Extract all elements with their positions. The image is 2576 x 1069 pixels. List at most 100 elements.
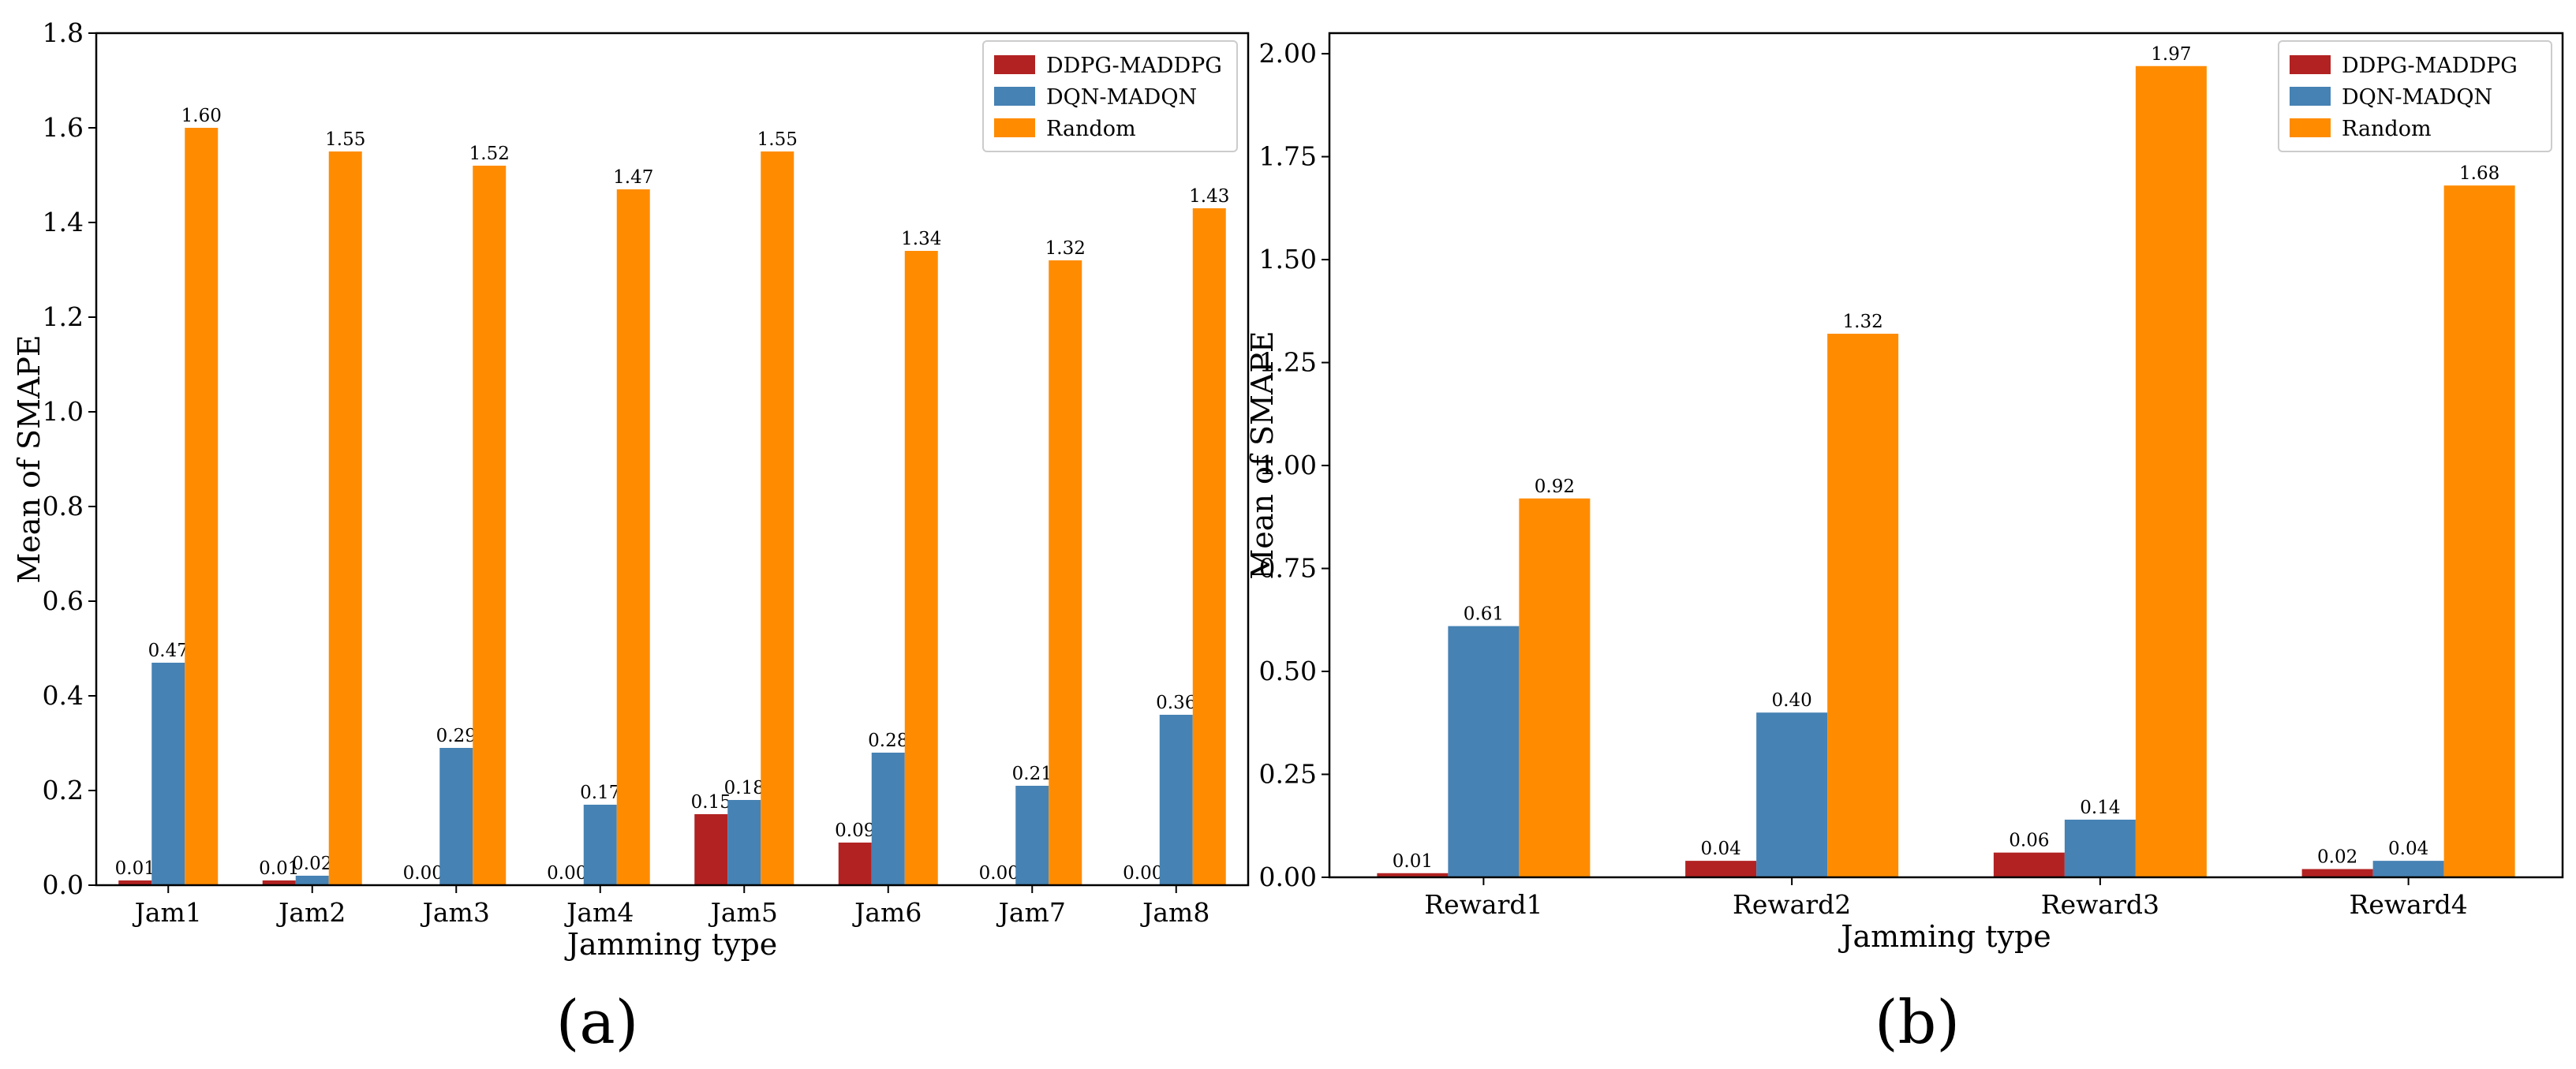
- data-label: 0.01: [1393, 851, 1433, 872]
- y-tick-label: 0.0: [43, 869, 84, 900]
- data-label: 0.00: [403, 863, 443, 884]
- chart-panel-a: 0.00.20.40.60.81.01.21.41.61.80.01 0.01 0.…: [12, 17, 1250, 962]
- y-tick-label: 1.2: [43, 301, 84, 332]
- x-tick-label: Jam5: [708, 897, 778, 928]
- y-tick-label: 0.8: [43, 491, 84, 521]
- bar-dqn-madqn-reward3: [2064, 819, 2136, 877]
- data-label: 0.61: [1464, 604, 1504, 625]
- legend-swatch: [2290, 118, 2331, 137]
- bar-random-jam3: [473, 166, 507, 885]
- data-label: 1.32: [1843, 312, 1883, 332]
- bar-random-jam8: [1192, 208, 1226, 885]
- bar-ddpg-maddpg-reward4: [2301, 869, 2373, 877]
- legend-entry: Random: [1046, 117, 1136, 141]
- x-tick-label: Jam6: [852, 897, 922, 928]
- x-tick-label: Jam7: [996, 897, 1066, 928]
- bar-ddpg-maddpg-jam6: [838, 843, 872, 885]
- bar-random-jam5: [761, 151, 794, 885]
- bar-random-jam1: [185, 128, 219, 885]
- legend-box: [982, 40, 1238, 152]
- x-axis-label: Jamming type: [1838, 919, 2051, 954]
- y-tick-label: 1.75: [1259, 141, 1317, 172]
- y-tick-label: 2.00: [1259, 38, 1317, 69]
- bar-ddpg-maddpg-jam5: [694, 814, 728, 885]
- bar-random-jam6: [904, 251, 938, 885]
- data-label: 0.00: [547, 863, 587, 884]
- data-label: 0.40: [1772, 690, 1812, 711]
- data-label: 1.32: [1045, 238, 1086, 259]
- x-tick-label: Reward4: [2350, 889, 2468, 920]
- legend-swatch: [994, 55, 1035, 74]
- bar-dqn-madqn-jam8: [1159, 715, 1193, 885]
- data-label: 0.92: [1535, 477, 1575, 497]
- bar-dqn-madqn-reward4: [2372, 861, 2444, 877]
- y-tick-label: 1.6: [43, 112, 84, 143]
- panel-label: (b): [1875, 987, 1960, 1057]
- bar-ddpg-maddpg-reward3: [1993, 852, 2065, 877]
- bar-dqn-madqn-jam2: [295, 876, 329, 885]
- x-tick-label: Reward2: [1733, 889, 1851, 920]
- data-label: 0.36: [1156, 693, 1196, 713]
- x-tick-label: Jam4: [564, 897, 634, 928]
- data-label: 1.52: [469, 144, 510, 164]
- bar-dqn-madqn-jam4: [583, 805, 617, 885]
- data-label: 0.04: [1701, 839, 1741, 859]
- legend-entry: Random: [2342, 117, 2432, 141]
- data-label: 1.60: [181, 106, 222, 126]
- data-label: 0.00: [1123, 863, 1163, 884]
- bar-dqn-madqn-jam3: [439, 748, 473, 885]
- data-label: 1.55: [757, 129, 798, 150]
- bar-random-jam7: [1049, 260, 1082, 885]
- data-label: 1.68: [2459, 163, 2499, 184]
- y-tick-label: 1.0: [43, 396, 84, 427]
- bar-dqn-madqn-reward1: [1448, 626, 1520, 877]
- y-tick-label: 1.4: [43, 207, 84, 237]
- legend-swatch: [2290, 87, 2331, 106]
- data-label: 0.06: [2009, 831, 2049, 851]
- bar-dqn-madqn-jam1: [151, 663, 185, 885]
- y-tick-label: 1.00: [1259, 450, 1317, 480]
- y-tick-label: 0.00: [1259, 862, 1317, 892]
- data-label: 0.28: [868, 731, 908, 751]
- y-tick-label: 0.4: [43, 680, 84, 711]
- data-label: 0.17: [580, 783, 620, 803]
- x-tick-label: Jam8: [1140, 897, 1209, 928]
- data-label: 0.09: [835, 820, 875, 841]
- y-tick-label: 0.75: [1259, 553, 1317, 584]
- data-label: 0.21: [1012, 764, 1052, 784]
- legend-entry: DDPG-MADDPG: [1046, 54, 1222, 78]
- bar-dqn-madqn-jam7: [1015, 786, 1049, 885]
- x-tick-label: Reward3: [2041, 889, 2159, 920]
- x-tick-label: Jam3: [421, 897, 490, 928]
- data-label: 0.01: [259, 858, 299, 879]
- data-label: 1.34: [901, 229, 941, 249]
- data-label: 0.18: [724, 778, 765, 798]
- bar-random-jam2: [328, 151, 362, 885]
- chart-panel-b: 0.00 0.25 0.50 0.75 1.00 1.25 1.50 1.75 2.00 0.01…: [1245, 32, 2564, 954]
- bar-ddpg-maddpg-reward1: [1377, 873, 1449, 877]
- x-tick-label: Reward1: [1424, 889, 1542, 920]
- bar-ddpg-maddpg-reward2: [1685, 861, 1757, 877]
- legend-swatch: [2290, 55, 2331, 74]
- legend: DDPG-MADDPG DQN-MADQN Random: [2278, 40, 2552, 152]
- bar-random-reward4: [2443, 185, 2515, 877]
- bar-random-reward1: [1519, 498, 1591, 877]
- data-label: 1.55: [325, 129, 365, 150]
- data-label: 0.29: [436, 726, 477, 746]
- data-label: 1.43: [1189, 186, 1229, 207]
- bar-ddpg-maddpg-jam1: [118, 880, 152, 885]
- x-axis-label: Jamming type: [564, 927, 778, 962]
- data-label: 0.01: [115, 858, 155, 879]
- bar-random-jam4: [616, 189, 650, 885]
- x-tick-label: Jam1: [133, 897, 202, 928]
- panel-label: (a): [556, 987, 639, 1057]
- bar-random-reward3: [2135, 65, 2207, 877]
- y-tick-label: 1.25: [1259, 347, 1317, 378]
- bar-ddpg-maddpg-jam2: [262, 880, 296, 885]
- bar-dqn-madqn-reward2: [1756, 712, 1828, 877]
- legend-entry: DQN-MADQN: [1046, 85, 1197, 110]
- legend-entry: DQN-MADQN: [2342, 85, 2492, 110]
- data-label: 0.14: [2080, 798, 2120, 818]
- data-label: 0.04: [2388, 839, 2428, 859]
